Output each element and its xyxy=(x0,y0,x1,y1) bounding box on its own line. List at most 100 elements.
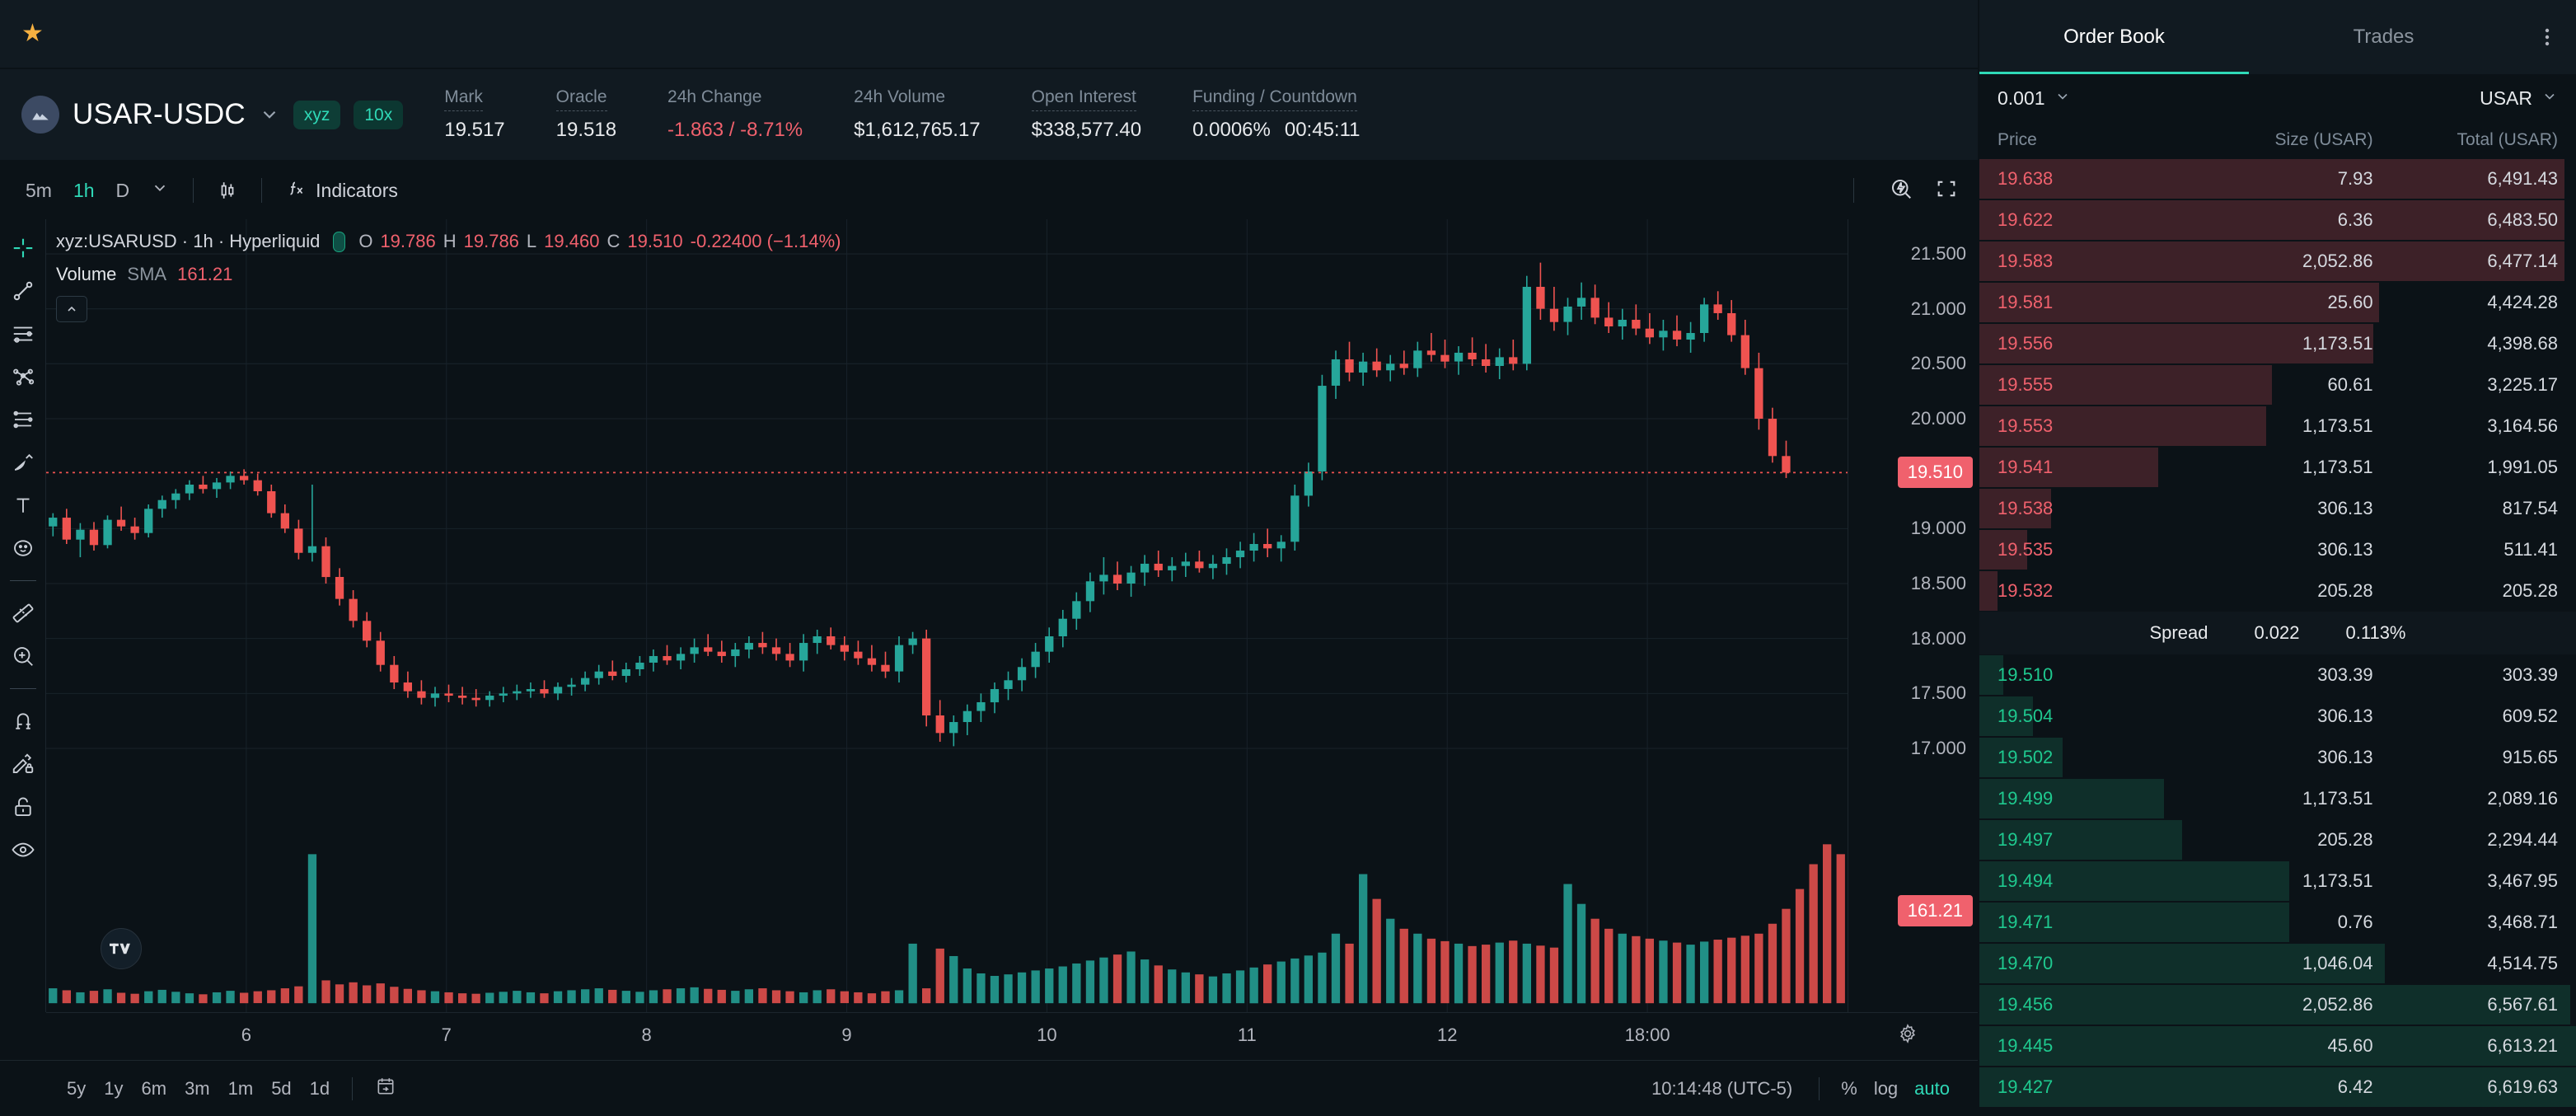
price-axis-tick: 21.000 xyxy=(1910,298,1966,319)
more-options-icon[interactable] xyxy=(2518,0,2576,74)
row-total: 205.28 xyxy=(2502,580,2558,601)
order-book-row[interactable]: 19.638 7.93 6,491.43 xyxy=(1979,158,2576,199)
stat-mark: Mark 19.517 xyxy=(444,87,555,142)
depth-bar xyxy=(1979,571,1998,611)
lock-icon[interactable] xyxy=(7,791,39,823)
brush-icon[interactable] xyxy=(7,447,39,478)
crosshair-cursor-icon[interactable] xyxy=(7,232,39,264)
depth-bar xyxy=(1979,406,2266,446)
timeframe-1h[interactable]: 1h xyxy=(73,179,95,201)
chevron-down-icon[interactable] xyxy=(140,173,180,208)
order-book-row[interactable]: 19.581 25.60 4,424.28 xyxy=(1979,282,2576,323)
candlestick-canvas[interactable] xyxy=(46,219,1848,1012)
order-book-row[interactable]: 19.553 1,173.51 3,164.56 xyxy=(1979,406,2576,447)
chevron-down-icon[interactable] xyxy=(259,104,280,125)
row-price: 19.494 xyxy=(1998,870,2054,891)
timeframe-5m[interactable]: 5m xyxy=(26,179,52,201)
timeframe-d[interactable]: D xyxy=(115,179,130,201)
order-book-row[interactable]: 19.535 306.13 511.41 xyxy=(1979,529,2576,570)
stat-value: $1,612,765.17 xyxy=(854,119,981,141)
order-book-row[interactable]: 19.622 6.36 6,483.50 xyxy=(1979,199,2576,241)
funding-rate: 0.0006% xyxy=(1192,119,1271,141)
price-plot[interactable]: xyz:USARUSD · 1h · Hyperliquid O 19.786 … xyxy=(46,219,1848,1012)
depth-bar xyxy=(1979,1026,2576,1066)
symbol-name: USAR-USDC xyxy=(73,98,246,130)
order-book-row[interactable]: 19.427 6.42 6,619.63 xyxy=(1979,1067,2576,1108)
chart-clock: 10:14:48 (UTC-5) xyxy=(1651,1077,1793,1099)
price-axis-tick: 17.000 xyxy=(1910,738,1966,758)
range-1m[interactable]: 1m xyxy=(227,1077,254,1099)
order-book-tabs: Order Book Trades xyxy=(1979,0,2576,74)
order-book-panel: Order Book Trades 0.001 USAR Price xyxy=(1978,0,2576,1116)
scale-percent-toggle[interactable]: % xyxy=(1841,1077,1857,1099)
stat-label: 24h Volume xyxy=(854,87,946,106)
pencil-lock-icon[interactable] xyxy=(7,748,39,780)
fullscreen-icon[interactable] xyxy=(1935,177,1958,204)
order-book-row[interactable]: 19.504 306.13 609.52 xyxy=(1979,696,2576,737)
measure-ruler-icon[interactable] xyxy=(7,598,39,629)
row-size: 1,173.51 xyxy=(2302,870,2373,891)
pattern-icon[interactable] xyxy=(7,361,39,392)
text-tool-icon[interactable] xyxy=(7,490,39,521)
range-5d[interactable]: 5d xyxy=(271,1077,292,1099)
ohlc-change: -0.22400 (−1.14%) xyxy=(690,231,841,251)
row-total: 3,225.17 xyxy=(2487,374,2558,395)
zoom-in-icon[interactable] xyxy=(7,640,39,672)
order-book-row[interactable]: 19.499 1,173.51 2,089.16 xyxy=(1979,778,2576,819)
time-axis[interactable]: 6 7 8 9 10 11 12 18:00 xyxy=(46,1012,1978,1060)
unit-selector[interactable]: USAR xyxy=(2480,87,2558,110)
order-book-row[interactable]: 19.510 303.39 303.39 xyxy=(1979,654,2576,696)
order-book-column-headers: Price Size (USAR) Total (USAR) xyxy=(1979,122,2576,158)
order-book-row[interactable]: 19.470 1,046.04 4,514.75 xyxy=(1979,943,2576,984)
ohlc-high-value: 19.786 xyxy=(463,231,519,251)
emoji-icon[interactable] xyxy=(7,532,39,564)
horizontal-lines-icon[interactable] xyxy=(7,318,39,349)
order-book-row[interactable]: 19.532 205.28 205.28 xyxy=(1979,570,2576,612)
calendar-goto-icon[interactable] xyxy=(366,1071,405,1107)
order-book-row[interactable]: 19.538 306.13 817.54 xyxy=(1979,488,2576,529)
gear-icon[interactable] xyxy=(1897,1023,1918,1048)
order-book-row[interactable]: 19.494 1,173.51 3,467.95 xyxy=(1979,860,2576,902)
tab-order-book[interactable]: Order Book xyxy=(1979,0,2249,74)
favorite-star-icon[interactable]: ★ xyxy=(21,20,44,47)
stat-value: -1.863 / -8.71% xyxy=(667,119,803,141)
row-price: 19.622 xyxy=(1998,209,2054,230)
order-book-row[interactable]: 19.497 205.28 2,294.44 xyxy=(1979,819,2576,860)
price-axis[interactable]: 21.500 21.000 20.500 20.000 19.000 18.500 18.0… xyxy=(1848,219,1978,1012)
range-1d[interactable]: 1d xyxy=(309,1077,330,1099)
order-book-row[interactable]: 19.502 306.13 915.65 xyxy=(1979,737,2576,778)
fib-retracement-icon[interactable] xyxy=(7,404,39,435)
range-3m[interactable]: 3m xyxy=(185,1077,210,1099)
scale-auto-toggle[interactable]: auto xyxy=(1914,1077,1950,1099)
order-book-row[interactable]: 19.556 1,173.51 4,398.68 xyxy=(1979,323,2576,364)
magnet-icon[interactable] xyxy=(7,706,39,737)
range-1y[interactable]: 1y xyxy=(104,1077,124,1099)
chevron-up-icon[interactable] xyxy=(56,296,87,322)
legend-title: xyz:USARUSD · 1h · Hyperliquid xyxy=(56,231,321,251)
order-book-row[interactable]: 19.555 60.61 3,225.17 xyxy=(1979,364,2576,406)
candlestick-style-icon[interactable] xyxy=(207,175,248,206)
stat-label: Oracle xyxy=(555,87,607,111)
tab-trades[interactable]: Trades xyxy=(2353,26,2414,48)
order-book-row[interactable]: 19.445 45.60 6,613.21 xyxy=(1979,1025,2576,1067)
row-price: 19.456 xyxy=(1998,994,2054,1015)
depth-bar xyxy=(1979,985,2570,1025)
eye-hide-icon[interactable] xyxy=(7,834,39,865)
row-total: 4,514.75 xyxy=(2487,953,2558,973)
indicators-button[interactable]: Indicators xyxy=(275,172,408,209)
order-book-row[interactable]: 19.456 2,052.86 6,567.61 xyxy=(1979,984,2576,1025)
trend-line-icon[interactable] xyxy=(7,275,39,307)
order-book-row[interactable]: 19.541 1,173.51 1,991.05 xyxy=(1979,447,2576,488)
order-book-row[interactable]: 19.583 2,052.86 6,477.14 xyxy=(1979,241,2576,282)
symbol-selector[interactable]: USAR-USDC xyz 10x xyxy=(21,96,404,134)
range-6m[interactable]: 6m xyxy=(141,1077,167,1099)
row-total: 4,398.68 xyxy=(2487,333,2558,354)
row-price: 19.638 xyxy=(1998,168,2054,189)
row-size: 1,173.51 xyxy=(2302,415,2373,436)
range-5y[interactable]: 5y xyxy=(67,1077,87,1099)
order-book-row[interactable]: 19.471 0.76 3,468.71 xyxy=(1979,902,2576,943)
volume-label: Volume xyxy=(56,264,117,284)
scale-log-toggle[interactable]: log xyxy=(1873,1077,1899,1099)
grouping-selector[interactable]: 0.001 xyxy=(1998,87,2071,110)
lightning-search-icon[interactable] xyxy=(1889,176,1913,205)
